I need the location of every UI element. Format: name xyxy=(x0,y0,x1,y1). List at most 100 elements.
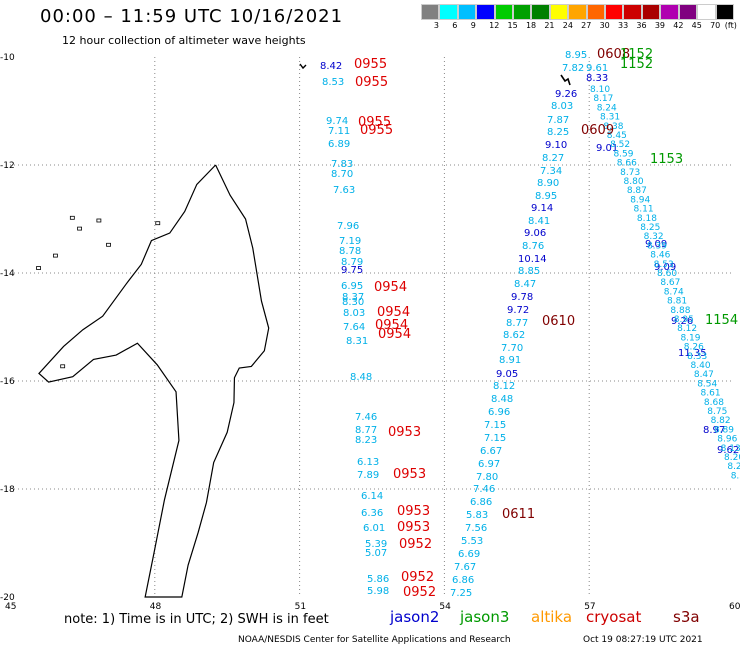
wave-value: 8.31 xyxy=(346,336,368,347)
legend-swatch xyxy=(549,4,569,20)
wave-value: 8.37 xyxy=(342,292,364,303)
pass-time-cryosat: 0952 xyxy=(403,585,436,600)
pass-time-cryosat: 0953 xyxy=(388,425,421,440)
island xyxy=(36,266,41,270)
wave-value: 7.70 xyxy=(501,343,523,354)
wave-value-dense: 8.17 xyxy=(593,94,613,104)
legend-tick: 3 xyxy=(433,21,439,30)
wave-value: 6.86 xyxy=(452,575,474,586)
wave-value-dense: 8.26 xyxy=(684,343,704,353)
wave-value: 6.96 xyxy=(488,407,510,418)
wave-value-dense: 8.61 xyxy=(701,389,721,399)
lon-label: 57 xyxy=(584,602,595,612)
wave-value-dense: 8.45 xyxy=(607,131,627,141)
pass-time-cryosat: 0955 xyxy=(358,115,391,130)
legend-tick: 24 xyxy=(562,21,573,30)
wave-value: 7.15 xyxy=(484,433,506,444)
wave-value: 5.39 xyxy=(365,539,387,550)
legend-unit: (ft) xyxy=(724,21,737,30)
wave-value: 9.14 xyxy=(531,203,553,214)
wave-value: 10.14 xyxy=(518,254,547,265)
lon-label: 48 xyxy=(150,602,162,612)
island xyxy=(69,215,75,220)
wave-value: 8.41 xyxy=(528,216,550,227)
wave-value-dense: 8.52 xyxy=(610,140,630,150)
wave-value-dense: 8.68 xyxy=(704,398,724,408)
pass-time-s3a: 0609 xyxy=(581,123,614,138)
wave-value-dense: 8.31 xyxy=(600,113,620,123)
pass-time-cryosat: 0953 xyxy=(397,504,430,519)
wave-value-dense: 8.39 xyxy=(647,241,667,251)
legend-swatch xyxy=(641,4,661,20)
wave-value: 9.72 xyxy=(507,305,529,316)
pass-time-cryosat: 0954 xyxy=(374,280,407,295)
island xyxy=(96,218,102,223)
legend-swatch xyxy=(660,4,679,20)
wave-value: 8.12 xyxy=(493,381,515,392)
wave-value: 7.64 xyxy=(343,322,365,333)
wave-value-dense: 8.81 xyxy=(667,297,687,307)
legend-tick: 9 xyxy=(470,21,476,30)
pass-time-s3a: 0610 xyxy=(542,314,575,329)
lat-label: -12 xyxy=(0,161,15,171)
wave-value: 8.62 xyxy=(503,330,525,341)
legend-swatch xyxy=(439,4,458,20)
legend-tick: 33 xyxy=(618,21,629,30)
wave-value-dense: 8.94 xyxy=(630,195,650,205)
pass-time-cryosat: 0954 xyxy=(377,305,410,320)
legend-swatch xyxy=(494,4,514,20)
wave-value-dense: 8.19 xyxy=(680,333,700,343)
legend-swatch xyxy=(513,4,532,20)
lat-label: -20 xyxy=(0,593,15,603)
pass-time-jason3: 1152 xyxy=(620,47,653,62)
wave-value: 7.56 xyxy=(465,523,487,534)
pass-time-cryosat: 0952 xyxy=(401,570,434,585)
wave-value: 8.76 xyxy=(522,241,544,252)
wave-value: 8.95 xyxy=(565,50,587,61)
wave-value: 9.26 xyxy=(555,89,577,100)
pass-time-jason3: 1154 xyxy=(705,313,738,328)
lat-label: -10 xyxy=(0,53,15,63)
wave-value-dense: 8.13 xyxy=(721,444,740,454)
lat-label: -14 xyxy=(0,269,15,279)
legend-tick: 6 xyxy=(452,21,458,30)
wave-value: 8.48 xyxy=(350,372,372,383)
pass-time-cryosat: 0954 xyxy=(375,318,408,333)
page-title: 00:00 – 11:59 UTC 10/16/2021 xyxy=(40,6,344,27)
wave-value: 7.46 xyxy=(355,412,377,423)
legend-swatch xyxy=(457,4,477,20)
wave-value: 9.78 xyxy=(511,292,533,303)
color-legend xyxy=(421,4,734,20)
wave-value: 11.35 xyxy=(678,348,707,359)
coastline xyxy=(38,164,270,598)
pass-time-s3a: 0608 xyxy=(597,47,630,62)
wave-value-dense: 8.54 xyxy=(697,379,717,389)
island xyxy=(155,221,161,226)
wave-value: 8.79 xyxy=(341,257,363,268)
wave-value: 8.70 xyxy=(331,169,353,180)
wave-value-dense: 8.24 xyxy=(597,103,617,113)
pass-time-cryosat: 0955 xyxy=(355,75,388,90)
wave-value: 8.47 xyxy=(514,279,536,290)
wave-value: 7.15 xyxy=(484,420,506,431)
wave-value: 7.19 xyxy=(339,236,361,247)
wave-value: 8.78 xyxy=(339,246,361,257)
wave-value: 7.96 xyxy=(337,221,359,232)
wave-value: 9.09 xyxy=(645,239,667,250)
wave-value: 8.77 xyxy=(506,318,528,329)
wave-value-dense: 8.66 xyxy=(617,159,637,169)
satellite-altika: altika xyxy=(531,608,573,626)
wave-value: 9.05 xyxy=(496,369,518,380)
legend-tick: 30 xyxy=(599,21,610,30)
legend-tick: 70 xyxy=(710,21,721,30)
wave-value: 7.67 xyxy=(454,562,476,573)
pass-time-cryosat: 0953 xyxy=(397,520,430,535)
wave-value-dense: 8.73 xyxy=(620,168,640,178)
legend-tick: 39 xyxy=(654,21,666,30)
wave-value-dense: 8.10 xyxy=(590,85,610,95)
pass-time-cryosat: 0953 xyxy=(393,467,426,482)
wave-value: 9.09 xyxy=(654,262,676,273)
wave-value: 8.97 xyxy=(703,425,725,436)
wave-value: 7.82 xyxy=(562,63,584,74)
wave-value: 7.83 xyxy=(331,159,353,170)
